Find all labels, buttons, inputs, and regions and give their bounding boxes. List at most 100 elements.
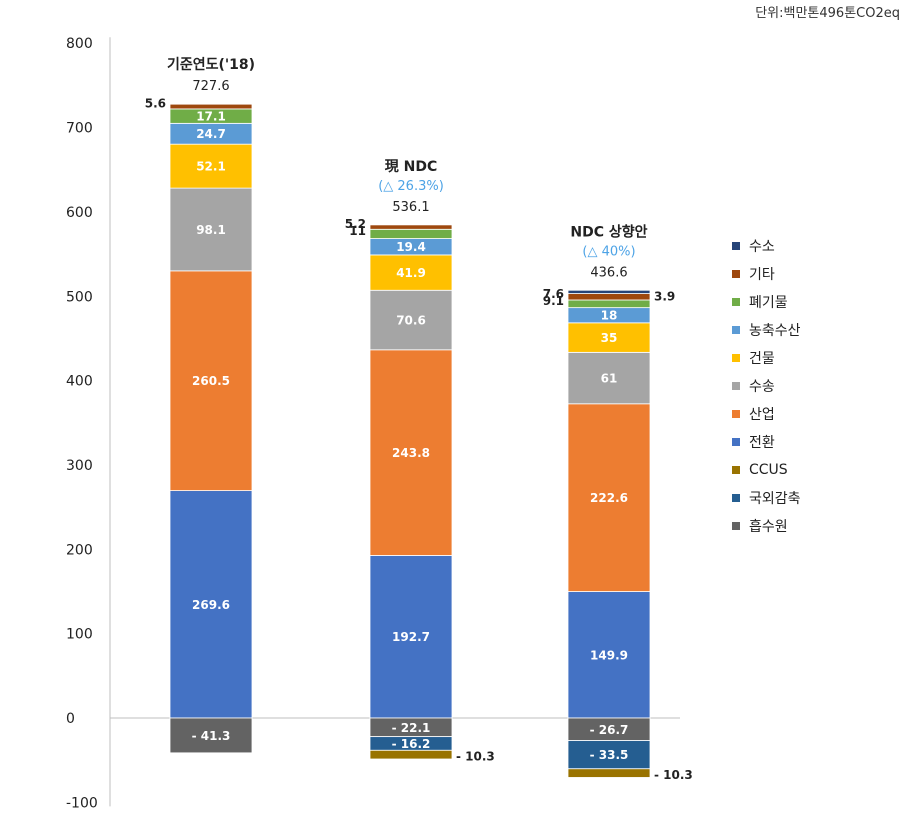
data-label: - 41.3 (192, 729, 231, 743)
category-label: NDC 상향안 (570, 223, 647, 240)
legend-item: 흡수원 (732, 512, 801, 540)
data-label: - 33.5 (590, 748, 629, 762)
legend-label: CCUS (749, 462, 788, 478)
category-note: (△ 26.3%) (378, 179, 444, 194)
legend-swatch (732, 522, 740, 530)
bar-segment-수소 (567, 289, 651, 294)
legend-item: CCUS (732, 456, 801, 484)
bar-segment-기타 (369, 224, 453, 230)
category-label: 기준연도('18) (167, 57, 255, 73)
legend-label: 산업 (749, 407, 775, 423)
bar-segment-산업 (567, 403, 651, 592)
legend-item: 수소 (732, 232, 801, 260)
legend-label: 건물 (749, 351, 775, 367)
data-label: 243.8 (392, 446, 430, 460)
legend-label: 수송 (749, 379, 775, 395)
data-label: 9.1 (543, 294, 564, 308)
bar-segment-폐기물 (369, 228, 453, 239)
y-tick-label: 400 (66, 374, 93, 390)
data-label: 19.4 (396, 240, 426, 254)
data-label: 41.9 (396, 266, 426, 280)
data-label: 222.6 (590, 491, 628, 505)
category-total: 727.6 (192, 79, 229, 94)
legend-swatch (732, 298, 740, 306)
data-label: - 26.7 (590, 723, 629, 737)
bar-segment-기타 (567, 293, 651, 301)
data-label: 3.9 (654, 289, 675, 303)
data-label: 149.9 (590, 648, 628, 662)
legend-swatch (732, 270, 740, 278)
data-label: 5.2 (345, 217, 366, 231)
category-total: 536.1 (392, 200, 429, 215)
data-label: 192.7 (392, 630, 430, 644)
data-label: - 22.1 (392, 721, 431, 735)
data-label: - 16.2 (392, 737, 431, 751)
data-label: 98.1 (196, 223, 226, 237)
legend-item: 산업 (732, 400, 801, 428)
legend-label: 기타 (749, 267, 775, 283)
bar-segment-CCUS (369, 749, 453, 760)
legend-swatch (732, 494, 740, 502)
legend-swatch (732, 242, 740, 250)
data-label: - 10.3 (654, 768, 693, 782)
data-label: 269.6 (192, 598, 230, 612)
legend-label: 국외감축 (749, 491, 801, 507)
bar-segment-전환 (567, 591, 651, 719)
y-tick-label: 300 (66, 458, 93, 474)
category-total: 436.6 (590, 265, 627, 280)
data-label: 70.6 (396, 314, 426, 328)
data-label: 35 (601, 331, 618, 345)
legend-swatch (732, 354, 740, 362)
data-label: 61 (601, 372, 618, 386)
legend-label: 전환 (749, 435, 775, 451)
legend-item: 기타 (732, 260, 801, 288)
legend-swatch (732, 382, 740, 390)
legend-swatch (732, 410, 740, 418)
y-tick-label: 600 (66, 205, 93, 221)
bar-segment-CCUS (567, 768, 651, 778)
data-label: 11 (349, 224, 366, 238)
legend-item: 폐기물 (732, 288, 801, 316)
y-tick-label: 500 (66, 289, 93, 305)
unit-label: 단위:백만톤496톤CO2eq (755, 6, 900, 21)
bar-segment-산업 (169, 270, 253, 491)
bar-segment-기타 (169, 103, 253, 110)
legend-label: 폐기물 (749, 295, 788, 311)
legend-item: 수송 (732, 372, 801, 400)
data-label: 17.1 (196, 110, 226, 124)
data-label: 5.6 (145, 97, 166, 111)
data-label: 52.1 (196, 160, 226, 174)
bar-segment-건물 (369, 254, 453, 291)
data-label: 260.5 (192, 374, 230, 388)
legend-swatch (732, 466, 740, 474)
legend-item: 전환 (732, 428, 801, 456)
legend-item: 건물 (732, 344, 801, 372)
bar-segment-수송 (169, 187, 253, 272)
legend-label: 농축수산 (749, 323, 801, 339)
data-label: 18 (601, 309, 618, 323)
data-label: 24.7 (196, 127, 226, 141)
y-tick-label: 700 (66, 121, 93, 137)
legend-item: 농축수산 (732, 316, 801, 344)
category-note: (△ 40%) (582, 244, 635, 259)
legend-label: 수소 (749, 239, 775, 255)
y-tick-label: -100 (66, 795, 98, 811)
bar-segment-수송 (567, 351, 651, 405)
bar-segment-폐기물 (567, 299, 651, 309)
legend-label: 흡수원 (749, 519, 788, 535)
y-tick-label: 800 (66, 36, 93, 52)
bar-segment-흡수원 (169, 717, 253, 754)
data-label: - 10.3 (456, 750, 495, 764)
y-tick-label: 100 (66, 627, 93, 643)
bar-segment-수송 (369, 289, 453, 351)
bar-segment-국외감축 (567, 740, 651, 770)
legend-item: 국외감축 (732, 484, 801, 512)
y-tick-label: 0 (66, 711, 75, 727)
category-label: 現 NDC (385, 159, 438, 175)
legend-swatch (732, 438, 740, 446)
data-label: 7.6 (543, 287, 564, 301)
y-tick-label: 200 (66, 542, 93, 558)
legend-swatch (732, 326, 740, 334)
